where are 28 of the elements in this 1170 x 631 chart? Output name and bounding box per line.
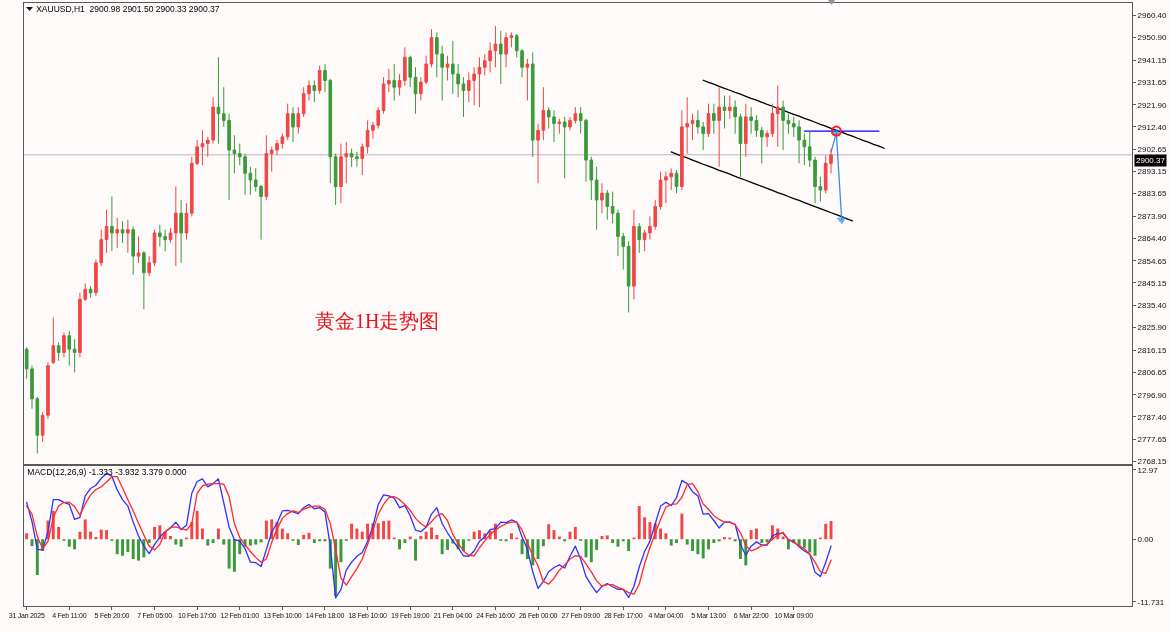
y-tick-label: 2845.15: [1137, 278, 1168, 288]
y-tick-label: 2777.65: [1137, 435, 1168, 445]
y-tick-label: 2825.90: [1137, 323, 1168, 333]
chart-title: MACD(12,26,9) -1.333 -3.932 3.379 0.000: [27, 466, 187, 477]
y-tick-label: 2787.40: [1137, 412, 1168, 422]
annotation: 黄金1H走势图: [315, 310, 440, 332]
y-tick-label: 2931.65: [1137, 78, 1168, 88]
y-tick-label: 2873.90: [1137, 212, 1168, 222]
y-tick-label: 2835.40: [1137, 301, 1168, 311]
y-tick-label: 2902.65: [1137, 145, 1168, 155]
y-tick-label: 12.97: [1137, 465, 1159, 475]
y-tick-label: 2912.40: [1137, 122, 1168, 132]
y-tick-label: 2768.15: [1137, 457, 1168, 467]
y-tick-label: 0.00: [1137, 535, 1154, 545]
y-tick-label: 2796.90: [1137, 390, 1168, 400]
y-tick-label: 2921.90: [1137, 100, 1168, 110]
y-tick-label: 2806.65: [1137, 368, 1168, 378]
y-tick-label: 2816.15: [1137, 346, 1168, 355]
y-tick-label: 2950.90: [1137, 33, 1168, 43]
y-tick-label: 2854.65: [1137, 256, 1168, 266]
y-tick-label: 2864.40: [1137, 234, 1168, 244]
chart-title: XAUUSD,H1 2900.98 2901.50 2900.33 2900.37: [36, 3, 220, 14]
y-tick-label: 2960.40: [1137, 11, 1168, 21]
ref-line-label: 2900.37: [1136, 156, 1166, 165]
y-tick-label: -11.731: [1137, 597, 1165, 607]
y-tick-label: 2941.15: [1137, 55, 1168, 65]
y-tick-label: 2893.15: [1137, 167, 1168, 177]
y-tick-label: 2883.65: [1137, 189, 1168, 199]
